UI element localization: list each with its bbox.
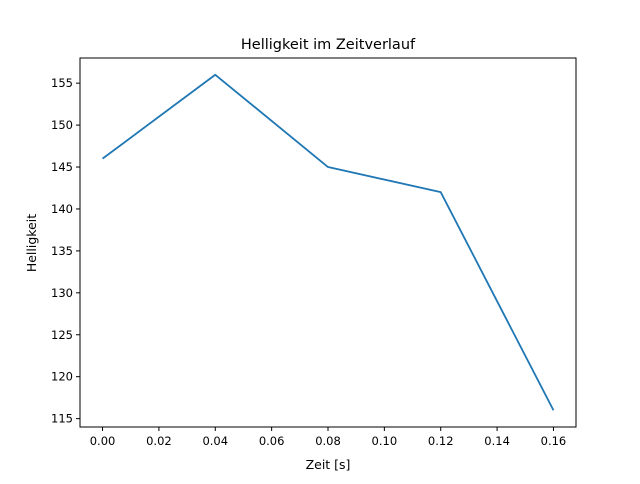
- y-tick-label: 120: [51, 370, 73, 384]
- x-tick-label: 0.04: [202, 434, 228, 448]
- x-tick-label: 0.12: [428, 434, 454, 448]
- x-tick-label: 0.08: [315, 434, 341, 448]
- x-tick-label: 0.10: [372, 434, 398, 448]
- y-tick-label: 150: [51, 118, 73, 132]
- x-axis-label: Zeit [s]: [306, 457, 351, 472]
- ticks: 0.00 0.02 0.04 0.06 0.08 0.10 0.12 0.14 0.16 115 1…: [51, 76, 566, 448]
- y-tick-label: 135: [51, 244, 73, 258]
- y-tick-label: 145: [51, 160, 73, 174]
- axes-frame: [79, 57, 577, 428]
- y-tick-label: 155: [51, 76, 73, 90]
- x-tick-label: 0.16: [541, 434, 567, 448]
- x-tick-label: 0.06: [259, 434, 285, 448]
- x-tick-label: 0.00: [90, 434, 116, 448]
- x-tick-label: 0.14: [484, 434, 510, 448]
- y-tick-label: 130: [51, 286, 73, 300]
- x-tick-label: 0.02: [146, 434, 172, 448]
- chart-title: Helligkeit im Zeitverlauf: [241, 37, 416, 53]
- series-line: [102, 73, 555, 411]
- series-group: [102, 73, 555, 411]
- y-axis-label: Helligkeit: [24, 214, 39, 272]
- y-tick-label: 125: [51, 328, 73, 342]
- y-tick-label: 115: [51, 412, 73, 426]
- y-tick-label: 140: [51, 202, 73, 216]
